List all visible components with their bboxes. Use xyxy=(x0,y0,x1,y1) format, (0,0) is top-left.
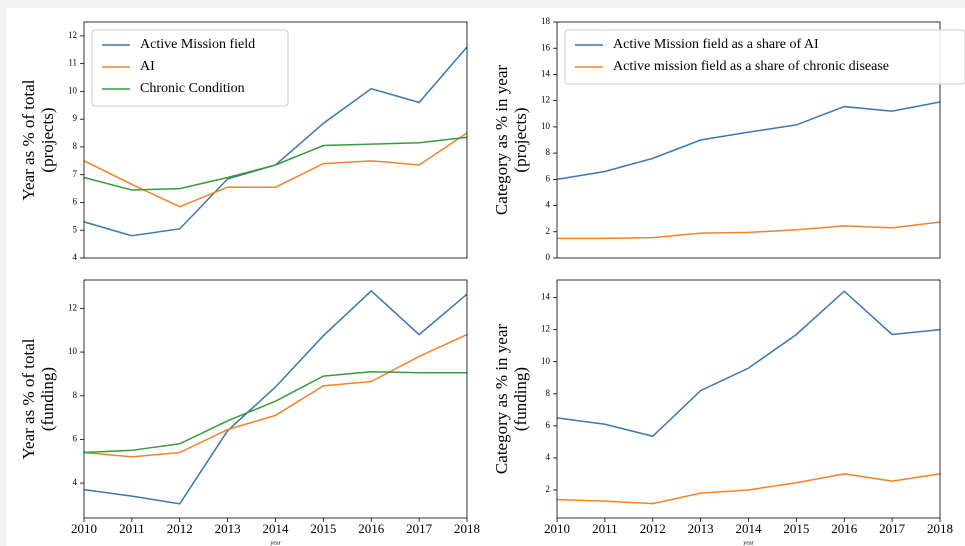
y-tick-label: 11 xyxy=(68,58,77,68)
x-tick-label: 2017 xyxy=(406,521,433,536)
series-line xyxy=(83,132,468,208)
legend-box xyxy=(564,29,965,85)
x-axis-label: year xyxy=(270,540,280,546)
y-axis-label: (funding) xyxy=(511,367,530,431)
y-tick-label: 5 xyxy=(73,224,78,234)
plot-frame xyxy=(556,279,941,519)
y-axis-label: Category as % in year xyxy=(492,65,511,215)
chart-panel: 4 5 6 7 8 9 10 11 12 Year as % of total (projects)… xyxy=(19,21,468,262)
y-tick-label: 10 xyxy=(541,356,551,366)
chart-panel: 0 2 4 6 8 10 12 14 16 18 Category as % in year (pro… xyxy=(492,16,965,262)
plot-frame xyxy=(83,21,468,259)
x-tick-label: 2013 xyxy=(688,521,714,536)
series-line xyxy=(556,473,941,505)
chart-panel: 2 4 6 8 10 12 14 2010 2011 2012 2013 2014 2015 2016 20… xyxy=(492,279,953,546)
y-tick-label: 0 xyxy=(546,252,551,262)
series-line xyxy=(557,221,941,240)
y-tick-label: 8 xyxy=(546,147,551,157)
x-tick-label: 2013 xyxy=(215,521,241,536)
y-tick-label: 8 xyxy=(546,388,551,398)
y-tick-label: 10 xyxy=(68,346,78,356)
y-tick-label: 8 xyxy=(73,141,78,151)
y-tick-label: 4 xyxy=(546,200,551,210)
x-tick-label: 2015 xyxy=(310,521,336,536)
plot-frame xyxy=(556,21,941,259)
y-tick-label: 4 xyxy=(73,477,78,487)
x-tick-label: 2016 xyxy=(831,521,858,536)
y-tick-label: 14 xyxy=(541,69,551,79)
x-tick-label: 2011 xyxy=(592,521,618,536)
x-axis-label: year xyxy=(743,540,753,546)
x-tick-label: 2010 xyxy=(71,521,97,536)
legend-label: Active Mission field as a share of AI xyxy=(613,37,819,52)
x-tick-label: 2018 xyxy=(454,521,480,536)
y-tick-label: 2 xyxy=(546,226,551,236)
series-line xyxy=(83,136,468,191)
y-axis-label: Category as % in year xyxy=(492,324,511,474)
plot-frame xyxy=(83,279,468,519)
y-tick-label: 9 xyxy=(73,113,78,123)
legend-box xyxy=(91,29,289,107)
x-tick-label: 2012 xyxy=(640,521,666,536)
y-axis-label: (projects) xyxy=(38,107,57,172)
y-tick-label: 4 xyxy=(546,452,551,462)
x-tick-label: 2011 xyxy=(119,521,145,536)
y-tick-label: 10 xyxy=(68,85,78,95)
y-tick-label: 6 xyxy=(73,433,78,443)
y-tick-label: 12 xyxy=(68,30,77,40)
y-tick-label: 12 xyxy=(541,95,550,105)
y-axis-label: (funding) xyxy=(38,367,57,431)
y-tick-label: 16 xyxy=(541,42,551,52)
y-tick-label: 6 xyxy=(73,197,78,207)
y-tick-label: 12 xyxy=(541,324,550,334)
y-tick-label: 2 xyxy=(546,484,551,494)
y-tick-label: 12 xyxy=(68,302,77,312)
chart-panel: 4 6 8 10 12 2010 2011 2012 2013 2014 2015 2016 2017 2… xyxy=(19,279,480,546)
series-line xyxy=(556,290,941,438)
x-tick-label: 2014 xyxy=(736,521,763,536)
legend-label: Active mission field as a share of chron… xyxy=(613,59,889,74)
y-tick-label: 10 xyxy=(541,121,551,131)
y-axis-label: Year as % of total xyxy=(19,79,38,200)
series-line xyxy=(83,370,467,454)
y-tick-label: 8 xyxy=(73,390,78,400)
y-axis-label: (projects) xyxy=(511,107,530,172)
y-tick-label: 18 xyxy=(541,16,551,26)
legend-label: Chronic Condition xyxy=(140,81,245,96)
x-tick-label: 2015 xyxy=(783,521,809,536)
y-tick-label: 14 xyxy=(541,292,551,302)
x-tick-label: 2017 xyxy=(879,521,906,536)
x-tick-label: 2014 xyxy=(263,521,290,536)
legend-label: AI xyxy=(140,59,155,74)
y-axis-label: Year as % of total xyxy=(19,338,38,459)
x-tick-label: 2018 xyxy=(927,521,953,536)
series-line xyxy=(83,333,468,458)
series-line xyxy=(83,289,468,505)
y-tick-label: 6 xyxy=(546,173,551,183)
legend-label: Active Mission field xyxy=(140,37,255,52)
series-line xyxy=(556,101,941,181)
y-tick-label: 7 xyxy=(73,169,78,179)
y-tick-label: 6 xyxy=(546,420,551,430)
x-tick-label: 2010 xyxy=(544,521,570,536)
y-tick-label: 4 xyxy=(73,252,78,262)
x-tick-label: 2016 xyxy=(358,521,385,536)
x-tick-label: 2012 xyxy=(167,521,193,536)
